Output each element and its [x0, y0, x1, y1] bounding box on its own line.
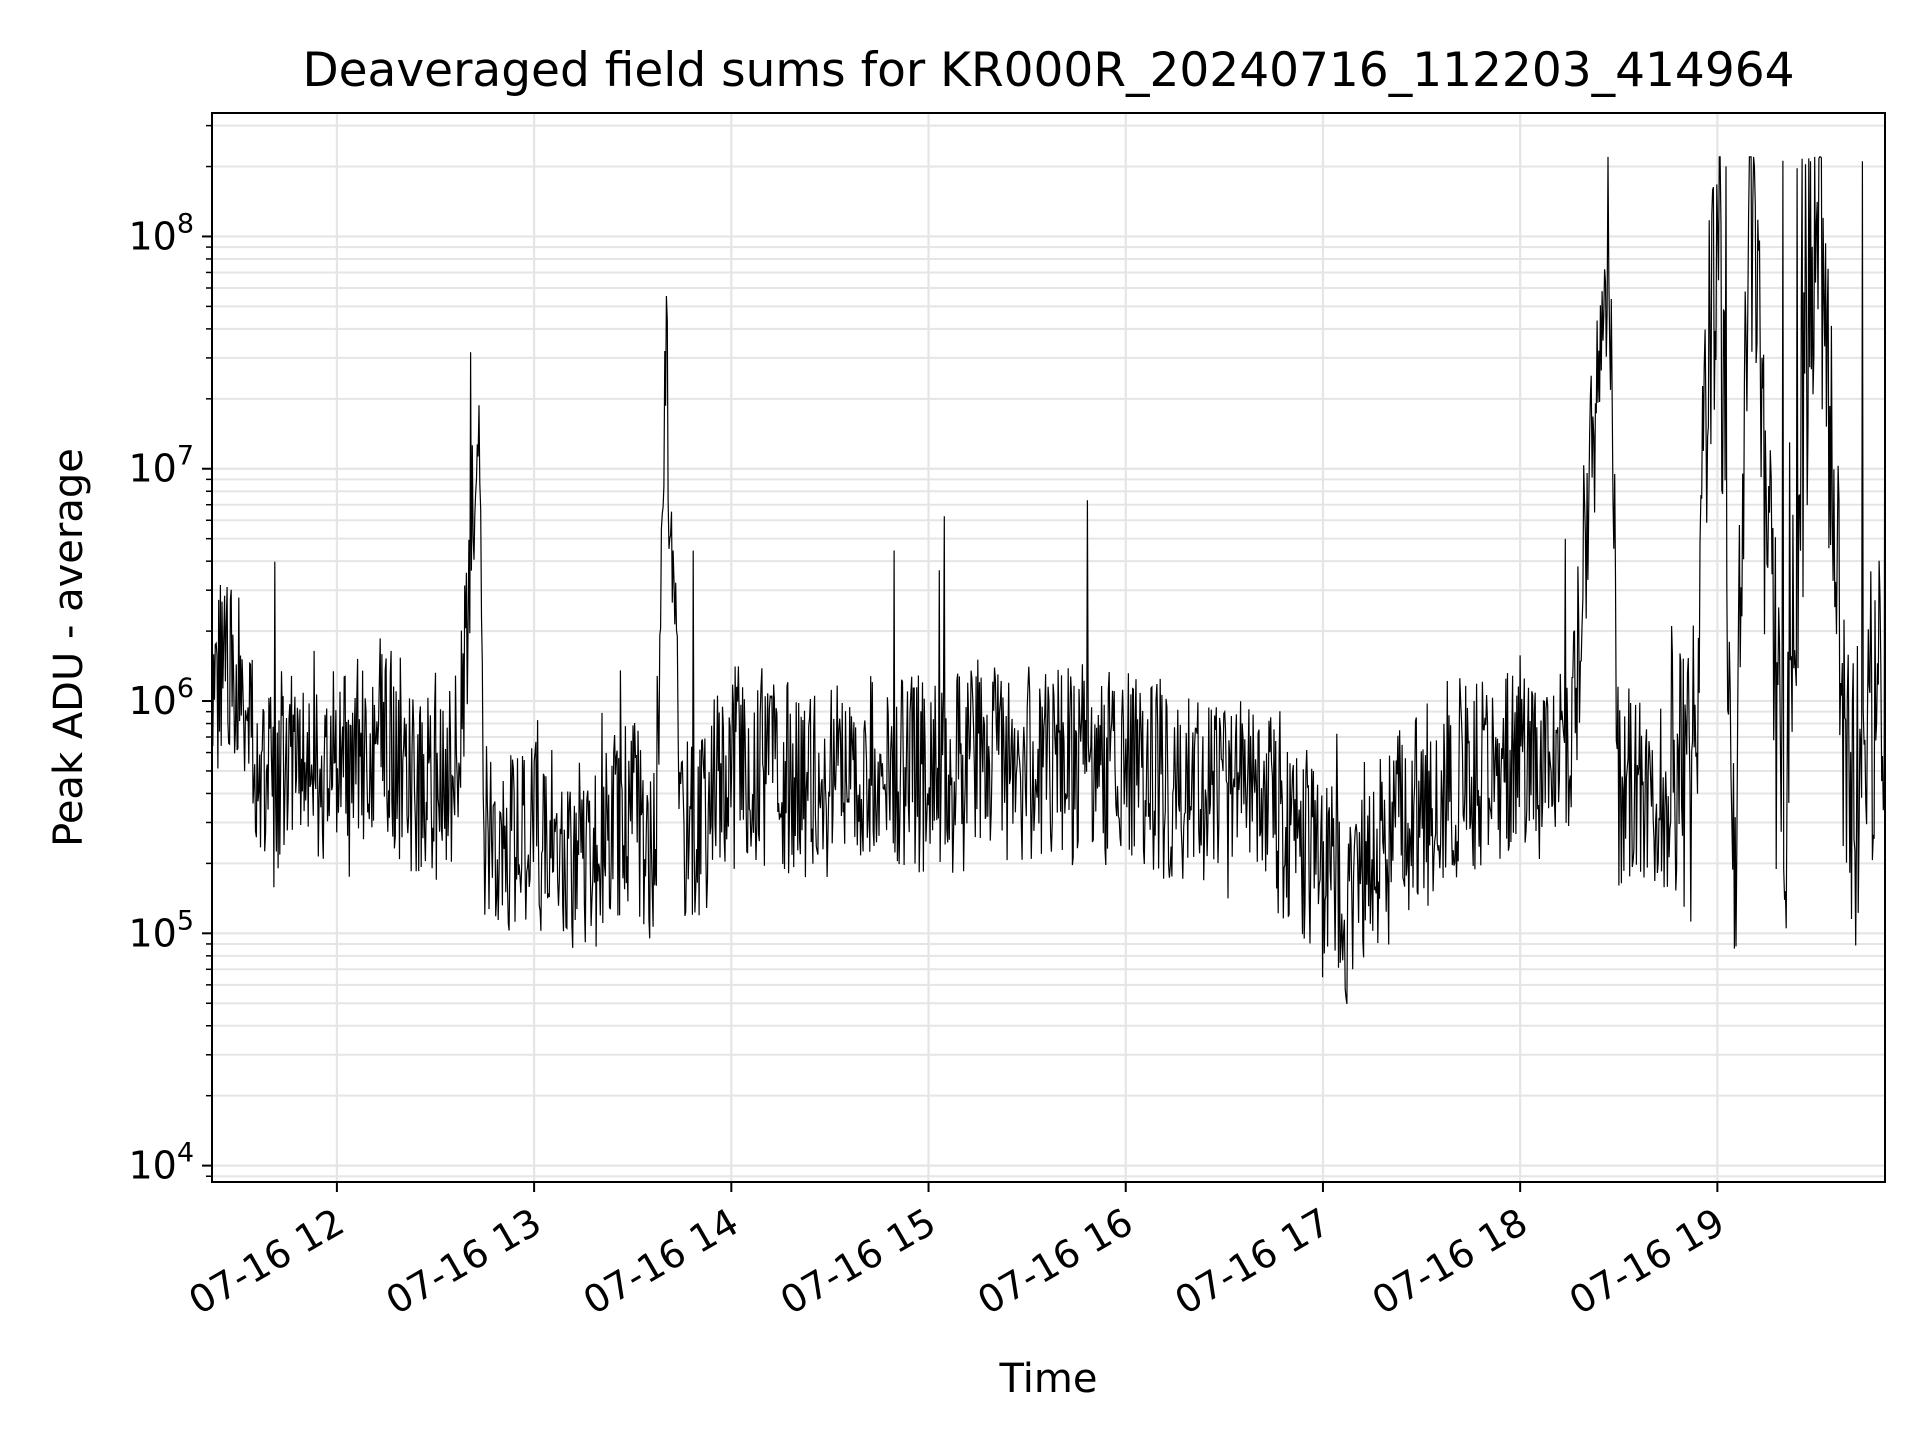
grid	[212, 113, 1885, 1182]
y-axis: 104 105 106 107 108	[128, 124, 212, 1188]
chart-title: Deaveraged field sums for KR000R_2024071…	[302, 43, 1794, 98]
axes-frame	[211, 112, 1886, 1183]
y-axis-label: Peak ADU - average	[46, 448, 92, 847]
y-tick-label: 107	[128, 441, 194, 491]
y-tick-label: 105	[128, 905, 194, 955]
y-tick-label: 106	[128, 673, 194, 723]
x-axis-label: Time	[999, 1356, 1098, 1402]
y-tick-label: 108	[128, 208, 194, 258]
y-tick-label: 104	[128, 1138, 194, 1188]
data-series	[211, 156, 1886, 1004]
series-line	[211, 156, 1886, 1004]
